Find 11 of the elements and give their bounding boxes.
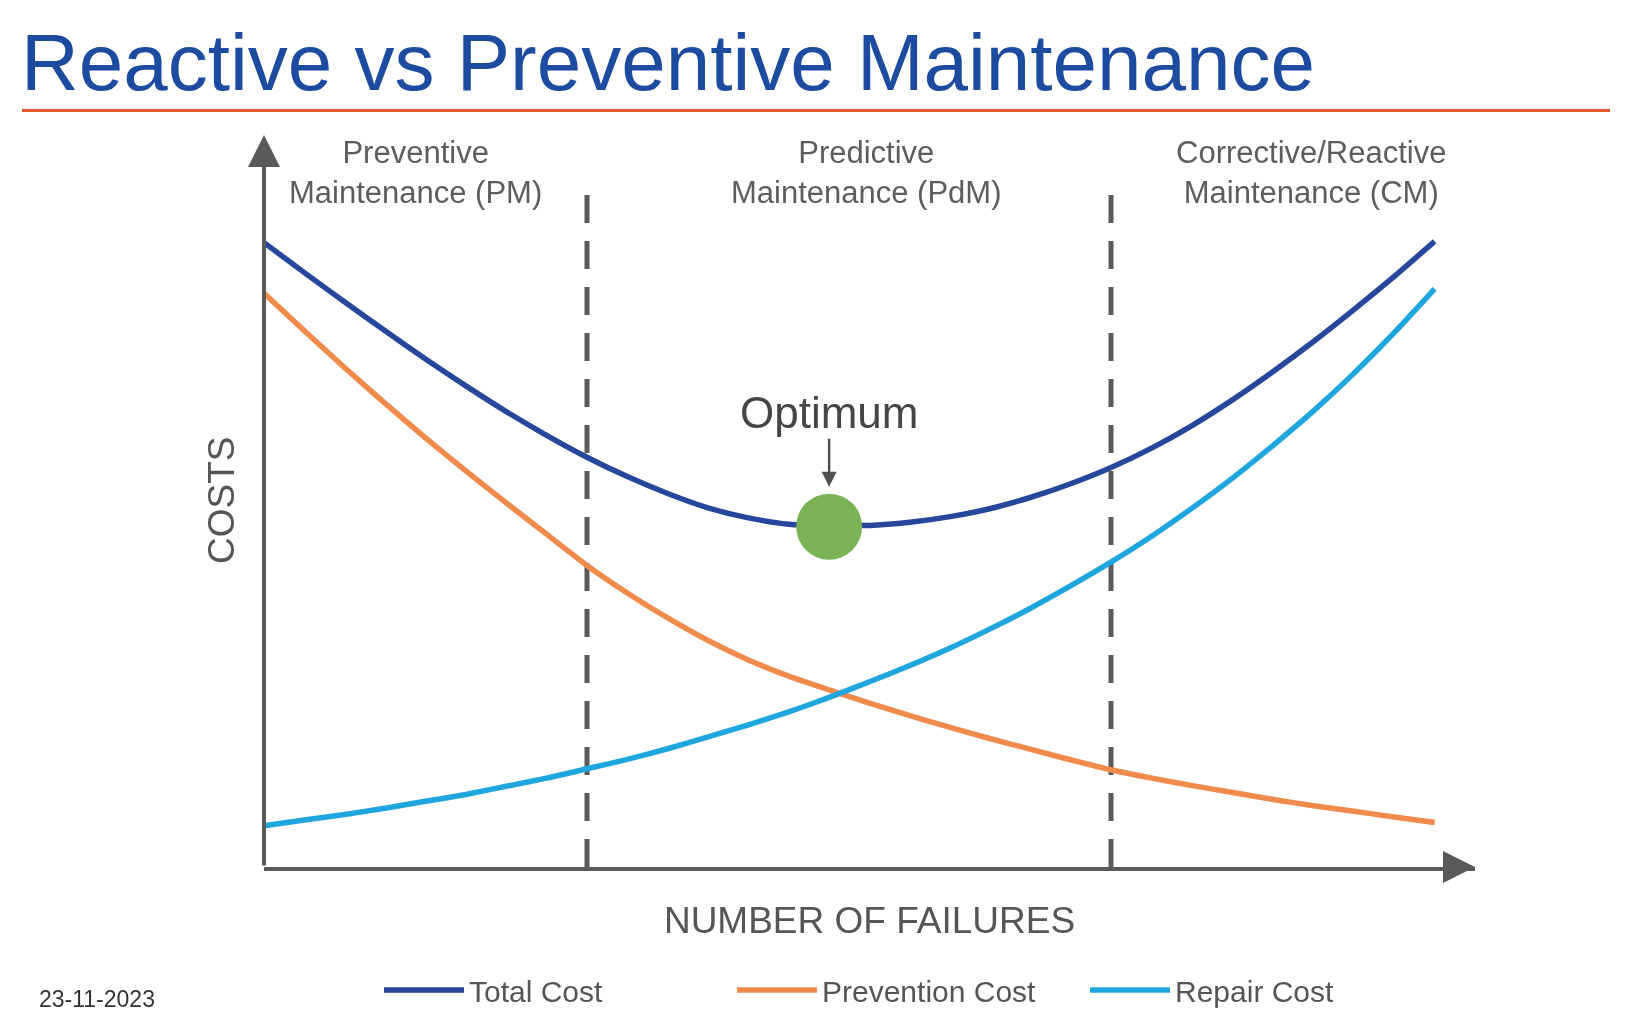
legend-label: Repair Cost (1175, 974, 1335, 1008)
annotation: Optimum (740, 388, 919, 437)
text: 23-11-2023 (39, 986, 155, 1011)
text: Predictive Maintenance (PdM) (731, 135, 1002, 211)
legend-label: Prevention Cost (822, 974, 1037, 1008)
text: Preventive Maintenance (PM) (289, 135, 543, 211)
text: Corrective/Reactive Maintenance (CM) (1176, 135, 1447, 211)
x-axis-title: NUMBER OF FAILURES (663, 899, 1076, 941)
legend-label: Total Cost (469, 974, 604, 1008)
y-axis-title: COSTS (201, 436, 242, 564)
chart-title: Reactive vs Preventive Maintenance (21, 18, 1315, 107)
